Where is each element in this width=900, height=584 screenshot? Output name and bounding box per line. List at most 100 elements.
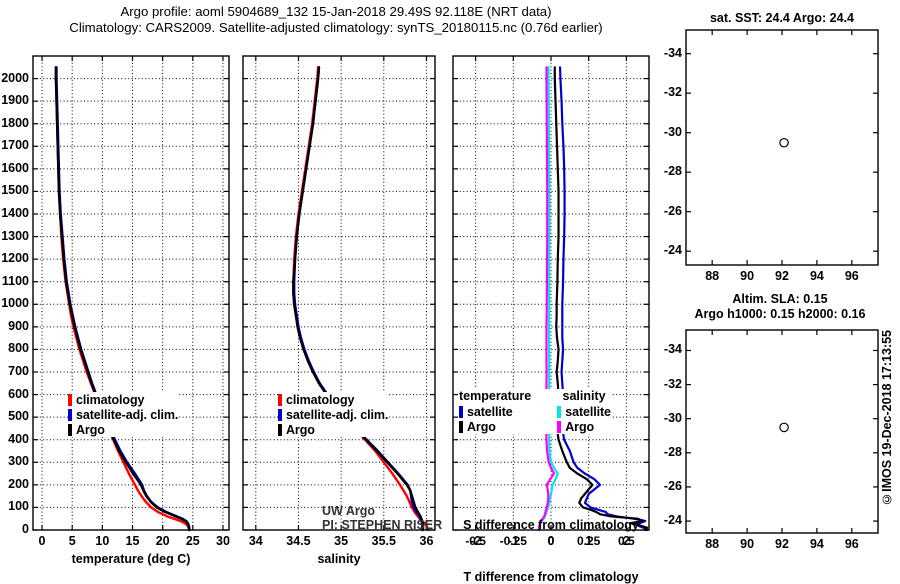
legend-item: Argo	[68, 422, 178, 437]
x-tick-label: -2	[470, 534, 482, 548]
legend-color-swatch	[68, 393, 72, 406]
map-y-tick-label: -24	[663, 513, 682, 528]
x-tick-label: 5	[68, 534, 76, 548]
legend-color-swatch	[278, 408, 282, 421]
legend-label: Argo	[76, 422, 105, 437]
map-x-tick-label: 94	[809, 537, 824, 551]
map-y-tick-label: -34	[663, 45, 682, 60]
x-tick-label: 0	[547, 534, 555, 548]
map-x-tick-label: 90	[740, 537, 755, 551]
x-tick-label-top: 0	[547, 534, 555, 548]
x-tick-label: 20	[155, 534, 170, 548]
x-tick-label: 36	[419, 534, 434, 548]
difference-panel	[452, 55, 650, 532]
legend-color-swatch	[459, 405, 463, 418]
imos-credit: ©IMOS 19-Dec-2018 17:13:55	[880, 330, 894, 506]
legend-item: satellite	[557, 404, 611, 419]
legend-color-swatch	[68, 423, 72, 436]
y-tick-label: 1100	[1, 273, 29, 288]
x-tick-label: 35	[334, 534, 349, 548]
legend-group: temperature satellite Argo	[459, 389, 531, 434]
legend-label: Argo	[286, 422, 315, 437]
legend-label: satellite-adj. clim.	[286, 407, 389, 422]
x-tick-label-top: -0.5	[465, 534, 486, 548]
map-y-tick-label: -34	[663, 342, 682, 357]
legend-item: Argo	[557, 419, 611, 434]
figure-title: Argo profile: aoml 5904689_132 15-Jan-20…	[0, 4, 672, 36]
title-line-2: Climatology: CARS2009. Satellite-adjuste…	[69, 20, 603, 35]
sla-map-panel	[685, 329, 879, 534]
map-y-tick-label: -28	[663, 444, 682, 459]
x-tick-label-top: -0.25	[499, 534, 527, 548]
legend-color-swatch	[557, 405, 562, 418]
x-tick-label: -1	[507, 534, 519, 548]
x-tick-label: 0	[38, 534, 46, 548]
y-tick-label: 400	[8, 431, 29, 446]
map-y-tick-label: -26	[663, 478, 682, 493]
map-y-tick-label: -30	[663, 124, 682, 139]
sst-map-panel	[685, 29, 879, 266]
legend-label: climatology	[76, 392, 145, 407]
map-x-tick-label: 88	[705, 269, 720, 283]
salinity-panel	[242, 55, 436, 532]
x-axis-label: T difference from climatology	[463, 570, 639, 584]
legend-item: Argo	[278, 422, 388, 437]
float-position-marker	[779, 422, 789, 433]
legend-group: salinity satellite Argo	[557, 389, 611, 434]
y-tick-label: 600	[8, 386, 29, 401]
legend-label: Argo	[467, 419, 496, 434]
x-tick-label-top: 0.25	[577, 534, 601, 548]
x-tick-label: 35.5	[371, 534, 396, 548]
uw-argo-credit: UW Argo	[322, 504, 375, 518]
pi-credit: PI: STEPHEN RISER	[322, 518, 443, 532]
legend-item: climatology	[68, 392, 178, 407]
x-axis-label-top: S difference from climatology	[463, 518, 639, 532]
legend-group-header: temperature	[459, 389, 532, 403]
x-tick-label: 34.5	[286, 534, 311, 548]
x-axis-label: temperature (deg C)	[71, 552, 191, 566]
sla-map-title: Altim. SLA: 0.15 Argo h1000: 0.15 h2000: …	[656, 292, 900, 322]
map-y-tick-label: -30	[663, 410, 682, 425]
map-y-tick-label: -32	[663, 376, 682, 391]
y-tick-label: 300	[8, 454, 29, 469]
y-tick-label: 1300	[1, 228, 29, 243]
map-x-tick-label: 94	[809, 269, 824, 283]
map-x-tick-label: 88	[705, 537, 720, 551]
legend-color-swatch	[557, 420, 562, 433]
legend-item: satellite	[459, 404, 531, 419]
x-tick-label: 2	[622, 534, 630, 548]
y-tick-label: 1700	[1, 138, 29, 153]
map-x-tick-label: 92	[775, 537, 789, 551]
y-tick-label: 1000	[1, 296, 29, 311]
y-tick-label: 1600	[1, 160, 29, 175]
legend-item: satellite-adj. clim.	[278, 407, 388, 422]
map-y-tick-label: -24	[663, 243, 682, 258]
legend-label: satellite	[565, 404, 611, 419]
x-tick-label: 25	[185, 534, 200, 548]
y-tick-label: 1200	[1, 251, 29, 266]
legend-color-swatch	[68, 408, 72, 421]
legend-label: satellite-adj. clim.	[76, 407, 179, 422]
y-tick-label: 1900	[1, 93, 29, 108]
y-tick-label: 900	[8, 318, 29, 333]
legend: climatology satellite-adj. clim. Argo	[68, 392, 178, 437]
legend-item: Argo	[459, 419, 531, 434]
x-tick-label: 1	[585, 534, 593, 548]
y-tick-label: 2000	[1, 70, 29, 85]
map-y-tick-label: -32	[663, 85, 682, 100]
map-x-tick-label: 92	[775, 269, 789, 283]
x-tick-label: 15	[125, 534, 140, 548]
title-line-1: Argo profile: aoml 5904689_132 15-Jan-20…	[120, 4, 552, 19]
map-y-tick-label: -28	[663, 164, 682, 179]
x-tick-label: 34	[248, 534, 263, 548]
map-x-tick-label: 96	[844, 269, 859, 283]
x-axis-label: salinity	[317, 552, 361, 566]
y-tick-label: 500	[8, 409, 29, 424]
legend-label: satellite	[467, 404, 513, 419]
temperature-panel	[32, 55, 230, 532]
legend-color-swatch	[459, 420, 463, 433]
legend-label: Argo	[565, 419, 595, 434]
legend: climatology satellite-adj. clim. Argo	[278, 392, 388, 437]
map-title-line: Argo h1000: 0.15 h2000: 0.16	[694, 307, 866, 321]
